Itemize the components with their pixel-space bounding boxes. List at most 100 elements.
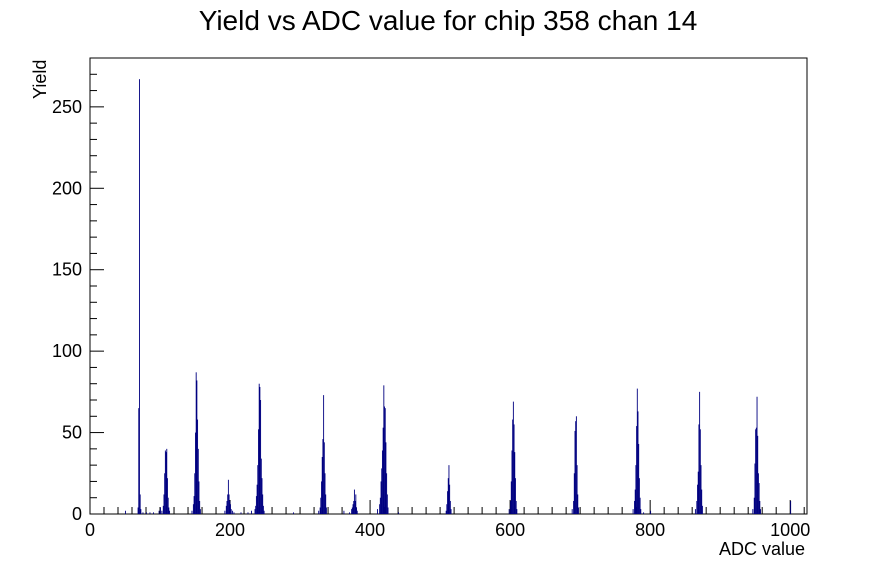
histogram-bin (167, 478, 168, 514)
histogram-bin (257, 465, 259, 514)
histogram-bin (139, 494, 141, 514)
x-tick-label: 800 (635, 520, 665, 540)
histogram-bin (377, 509, 378, 514)
histogram-bin (356, 507, 357, 514)
histogram-bin (197, 448, 199, 514)
histogram-bin (354, 500, 356, 514)
histogram-bin (578, 507, 579, 514)
histogram-bin (153, 512, 154, 514)
histogram-bin (165, 452, 167, 514)
histogram-bin (450, 509, 452, 514)
histogram-bin (510, 500, 512, 514)
histogram-bin (449, 484, 451, 514)
histogram-bin (226, 500, 228, 514)
histogram-bin (259, 386, 261, 514)
histogram-bin (574, 430, 576, 514)
histogram-bin (508, 509, 510, 514)
histogram-bin (398, 512, 399, 514)
histogram-bin (577, 494, 579, 514)
histogram-bin (227, 494, 229, 514)
histogram-bin (790, 500, 792, 514)
histogram-bin (195, 372, 197, 514)
histogram-bin (512, 401, 514, 514)
histogram-bin (638, 478, 640, 514)
histogram-bin (510, 481, 512, 514)
y-tick-label: 250 (52, 97, 82, 117)
histogram-bin (194, 473, 196, 514)
histogram-bin (515, 500, 517, 514)
histogram-bin (571, 509, 573, 514)
histogram-bin (380, 481, 382, 514)
histogram-bin (230, 504, 231, 514)
histogram-bin (575, 421, 577, 514)
histogram-bin (573, 500, 575, 514)
histogram-bin (514, 452, 516, 514)
histogram-bin (225, 505, 227, 514)
histogram-bin (228, 494, 230, 514)
histogram-bin (232, 510, 234, 514)
histogram-bin (199, 509, 201, 514)
histogram-bin (169, 510, 171, 514)
histogram-bin (643, 512, 645, 514)
histogram-bin (163, 494, 165, 514)
y-tick-label: 50 (62, 423, 82, 443)
histogram-bin (254, 509, 256, 514)
histogram-bin (258, 429, 259, 514)
histogram-bin (256, 484, 258, 514)
y-tick-label: 0 (72, 504, 82, 524)
histogram-bin (325, 507, 327, 514)
histogram-bin (240, 512, 242, 514)
histogram-bin (355, 494, 357, 514)
histogram-bin (758, 483, 760, 514)
histogram-bin (351, 507, 353, 514)
histogram-bin (385, 442, 387, 514)
histogram-bin (343, 510, 345, 514)
x-tick-label: 200 (215, 520, 245, 540)
histogram-bin (447, 491, 448, 514)
histogram-bin (263, 510, 265, 514)
histogram-bin (511, 450, 513, 514)
histogram-bin (760, 509, 761, 514)
histogram-bin (125, 510, 126, 514)
histogram-bin (353, 500, 355, 514)
histogram-bin (635, 465, 637, 514)
histogram-bin (447, 478, 449, 514)
histogram-bin (321, 481, 322, 514)
histogram-bin (351, 509, 353, 514)
histogram-bin (756, 396, 758, 514)
x-tick-label: 600 (495, 520, 525, 540)
histogram-bin (320, 497, 322, 514)
histogram-bin (379, 504, 381, 514)
histogram-bin (149, 512, 151, 514)
histogram-bars (125, 79, 792, 515)
histogram-bin (755, 427, 757, 514)
histogram-bin (701, 505, 703, 514)
histogram-bin (515, 478, 516, 514)
histogram-bin (224, 510, 226, 514)
histogram-bin (754, 463, 756, 514)
histogram-bin (322, 439, 324, 514)
y-tick-label: 150 (52, 260, 82, 280)
histogram-bin (166, 448, 168, 514)
histogram-bin (449, 500, 451, 514)
histogram-bin (140, 509, 142, 514)
histogram-bin (352, 504, 354, 514)
histogram-bin (251, 510, 252, 514)
histogram-bin (699, 391, 701, 514)
histogram-bin (632, 509, 634, 514)
histogram-bin (233, 512, 235, 514)
histogram-bin (640, 509, 642, 514)
histogram-bin (198, 481, 200, 514)
x-tick-label: 400 (355, 520, 385, 540)
histogram-bin (634, 500, 635, 514)
histogram-bin (759, 500, 761, 514)
histogram-bin (387, 507, 389, 514)
histogram-bin (757, 435, 759, 514)
histogram-bin (638, 443, 640, 514)
histogram-bin (142, 512, 144, 514)
histogram-bin (227, 479, 229, 514)
histogram-bin (446, 504, 448, 514)
histogram-bin (293, 512, 294, 514)
histogram-bin (636, 426, 638, 514)
